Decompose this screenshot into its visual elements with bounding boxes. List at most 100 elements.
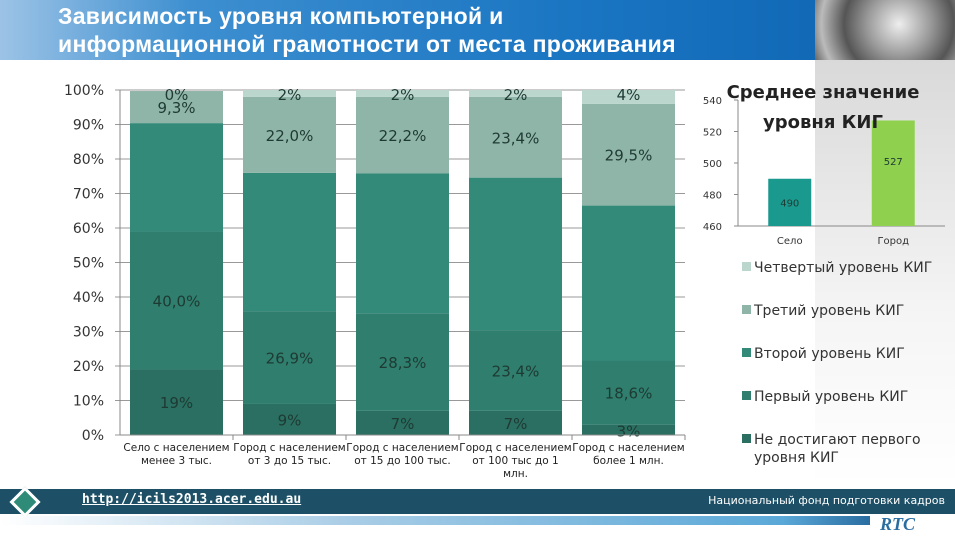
header-banner: Зависимость уровня компьютерной и информа…: [0, 0, 955, 60]
data-label: 23,4%: [492, 129, 540, 147]
y-tick-label: 500: [703, 159, 722, 170]
bar-segment: [130, 123, 223, 232]
x-tick-label: Город с населением: [346, 442, 458, 454]
legend-swatch: [742, 348, 751, 357]
rtc-logo: RTC: [880, 514, 916, 534]
footer-org: Национальный фонд подготовки кадров: [708, 494, 945, 507]
diamond-icon: [9, 486, 41, 518]
data-label: 527: [884, 157, 903, 168]
x-tick-label: Город с населением: [233, 442, 345, 454]
bar-segment: [469, 177, 562, 331]
bar: [768, 178, 812, 226]
data-label: 2%: [278, 86, 302, 104]
x-tick-label: от 100 тыс до 1: [472, 455, 558, 467]
data-label: 22,0%: [266, 127, 314, 145]
y-tick-label: 80%: [73, 152, 104, 168]
data-label: 0%: [165, 86, 189, 104]
y-tick-label: 540: [703, 96, 722, 107]
bar-segment: [243, 403, 336, 435]
x-tick-label: от 15 до 100 тыс.: [354, 455, 451, 467]
bar-segment: [243, 311, 336, 404]
bar-segment: [243, 172, 336, 312]
bar-segment: [356, 173, 449, 314]
y-tick-label: 100%: [64, 83, 104, 99]
y-tick-label: 30%: [73, 325, 104, 341]
data-label: 490: [780, 198, 799, 209]
y-tick-label: 40%: [73, 290, 104, 306]
bar: [871, 120, 915, 226]
data-label: 40,0%: [153, 292, 201, 310]
data-label: 7%: [391, 415, 415, 433]
bar-segment: [582, 205, 675, 361]
y-tick-label: 50%: [73, 256, 104, 272]
y-tick-label: 20%: [73, 359, 104, 375]
bar-segment: [582, 424, 675, 435]
x-tick-label: Город с населением: [572, 442, 684, 454]
bar-segment: [469, 410, 562, 435]
data-label: 18,6%: [605, 385, 653, 403]
legend-swatch: [742, 262, 751, 271]
bar-segment: [130, 91, 223, 124]
data-label: 9,3%: [157, 99, 195, 117]
x-tick-label: от 3 до 15 тыс.: [248, 455, 331, 467]
bar-segment: [130, 231, 223, 370]
data-label: 29,5%: [605, 147, 653, 165]
y-tick-label: 70%: [73, 187, 104, 203]
bar-segment: [469, 90, 562, 97]
data-label: 7%: [504, 415, 528, 433]
y-tick-label: 10%: [73, 394, 104, 410]
bar-segment: [130, 369, 223, 435]
mini-chart-title: уровня КИГ: [763, 112, 883, 133]
legend-swatch: [742, 391, 751, 400]
bar-segment: [469, 96, 562, 178]
charts: 0% 10% 20% 30% 40% 50% 60% 70% 80% 90% 100% 19% 40,0…: [64, 82, 945, 480]
data-label: 19%: [160, 394, 193, 412]
legend-label: Не достигают первого: [754, 432, 921, 448]
legend-label: уровня КИГ: [754, 450, 839, 466]
data-label: 3%: [617, 423, 641, 441]
x-tick-label: млн.: [503, 468, 528, 480]
bar-segment: [356, 90, 449, 97]
data-label: 28,3%: [379, 354, 427, 372]
bar-segment: [243, 90, 336, 97]
y-tick-label: 90%: [73, 118, 104, 134]
x-tick-label: Город с населением: [459, 442, 571, 454]
data-label: 26,9%: [266, 350, 314, 368]
header-image: [815, 0, 955, 60]
x-tick-label: Село: [777, 236, 803, 247]
x-tick-label: более 1 млн.: [593, 455, 664, 467]
data-label: 9%: [278, 411, 302, 429]
x-tick-label: Город: [877, 236, 909, 247]
data-label: 22,2%: [379, 127, 427, 145]
bar-segment: [356, 313, 449, 411]
bar-segment: [582, 103, 675, 206]
y-tick-label: 60%: [73, 221, 104, 237]
x-tick-label: Село с населением: [123, 442, 229, 454]
y-tick-label: 520: [703, 128, 722, 139]
data-label: 2%: [504, 86, 528, 104]
page-title: Зависимость уровня компьютерной и информа…: [58, 2, 676, 58]
legend-swatch: [742, 434, 751, 443]
x-tick-label: менее 3 тыс.: [141, 455, 212, 467]
bar-segment: [582, 360, 675, 425]
data-label: 4%: [617, 86, 641, 104]
footer-bar: http://icils2013.acer.edu.au Национальны…: [0, 486, 955, 518]
footer-stripe: [0, 516, 870, 525]
legend-label: Первый уровень КИГ: [754, 389, 908, 405]
legend-label: Четвертый уровень КИГ: [754, 260, 932, 276]
title-line-2: информационной грамотности от места прож…: [58, 31, 676, 57]
bar-segment: [469, 330, 562, 411]
legend-label: Третий уровень КИГ: [753, 303, 904, 319]
bar-segment: [243, 96, 336, 173]
legend-swatch: [742, 305, 751, 314]
bar-segment: [356, 96, 449, 174]
data-label: 23,4%: [492, 362, 540, 380]
legend-label: Второй уровень КИГ: [754, 346, 905, 362]
mini-chart-title: Среднее значение: [727, 82, 920, 103]
y-tick-label: 460: [703, 222, 722, 233]
title-line-1: Зависимость уровня компьютерной и: [58, 3, 504, 29]
y-tick-label: 480: [703, 191, 722, 202]
bar-segment: [582, 90, 675, 104]
footer-link[interactable]: http://icils2013.acer.edu.au: [82, 492, 302, 507]
bar-segment: [356, 410, 449, 435]
